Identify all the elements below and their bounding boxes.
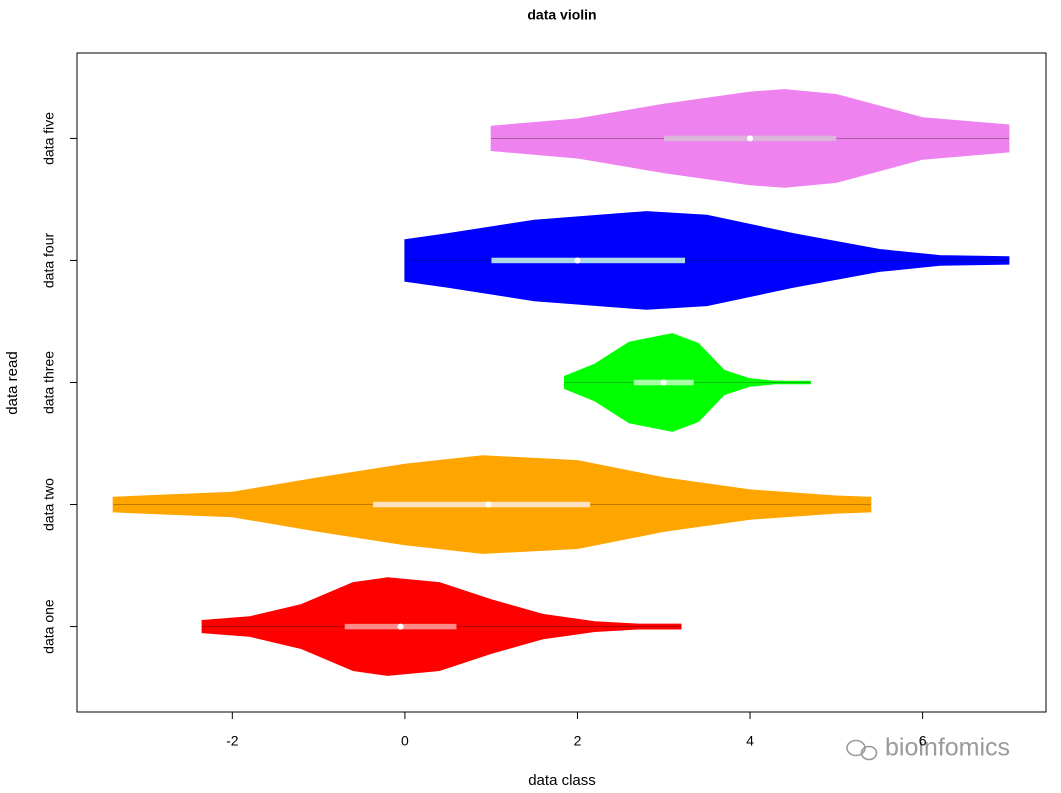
watermark: bioinfomics: [885, 734, 1010, 762]
x-tick-label: 6: [919, 733, 927, 749]
y-tick-label: data one: [41, 599, 57, 654]
median: [747, 135, 754, 142]
median: [397, 623, 404, 630]
y-tick-label: data four: [41, 232, 57, 288]
y-tick-label: data three: [41, 351, 57, 414]
violin-body: [404, 211, 1010, 310]
y-tick-label: data five: [41, 112, 57, 165]
median: [485, 501, 492, 508]
watermark-icon: [846, 739, 878, 761]
y-tick-label: data two: [41, 478, 57, 531]
y-axis-label: data read: [4, 351, 21, 414]
x-axis-label: data class: [528, 772, 596, 789]
box: [490, 257, 686, 264]
x-tick-label: -2: [226, 733, 239, 749]
chart-title: data violin: [527, 7, 596, 23]
median: [660, 379, 667, 386]
median: [574, 257, 581, 264]
x-tick-label: 0: [401, 733, 409, 749]
x-tick-label: 2: [574, 733, 582, 749]
box: [372, 501, 591, 508]
x-tick-label: 4: [746, 733, 754, 749]
